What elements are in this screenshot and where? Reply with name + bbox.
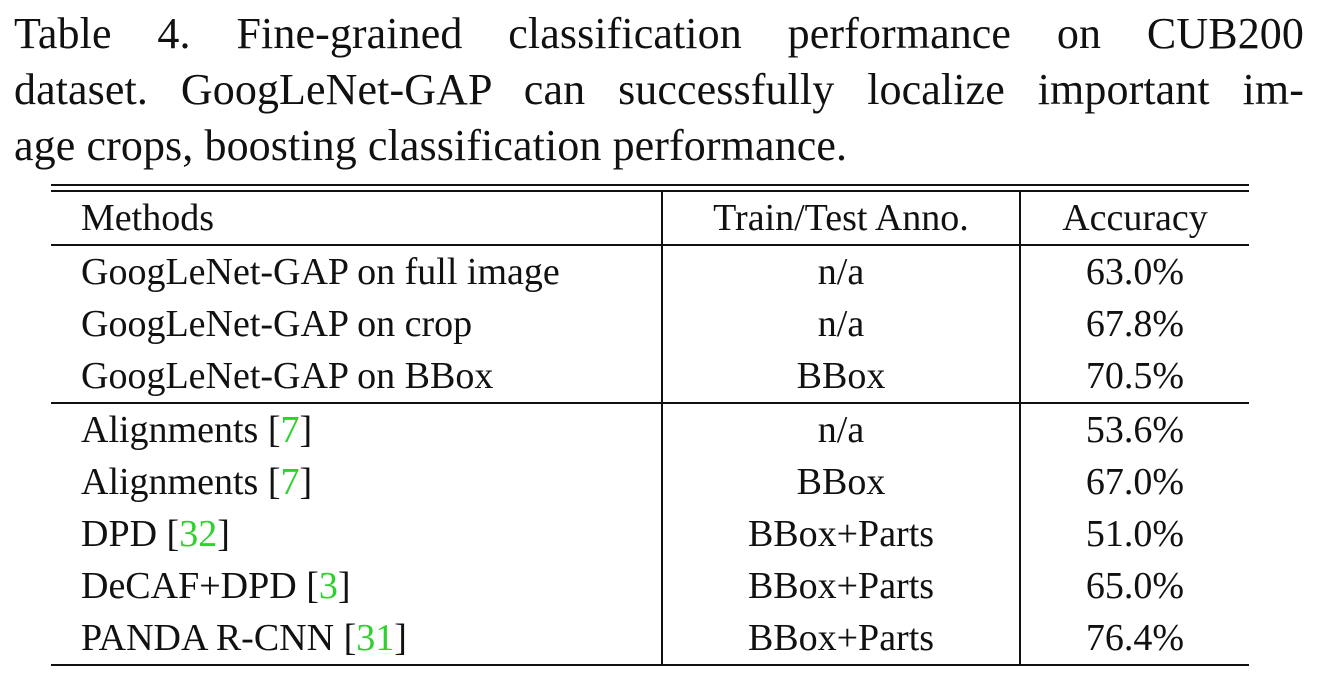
caption-line-1: Table 4. Fine-grained classification per…: [14, 9, 1304, 58]
method-name: GoogLeNet-GAP on full image: [81, 251, 560, 293]
citation-link[interactable]: 31: [356, 617, 395, 659]
citation-link[interactable]: 7: [280, 409, 300, 451]
accuracy-cell: 76.4%: [1085, 617, 1185, 659]
table-row: GoogLeNet-GAP on crop n/a 67.8%: [51, 298, 1249, 350]
method-name: DPD: [81, 513, 158, 555]
anno-cell: BBox+Parts: [662, 560, 1021, 612]
method-cell: PANDA R-CNN [31]: [51, 612, 663, 665]
citation-link[interactable]: 32: [179, 513, 218, 555]
method-name: DeCAF+DPD: [81, 565, 297, 607]
accuracy-cell: 63.0%: [1085, 251, 1185, 293]
method-cell: Alignments [7]: [51, 456, 663, 508]
table-row: DeCAF+DPD [3] BBox+Parts 65.0%: [51, 560, 1249, 612]
method-name: GoogLeNet-GAP on crop: [81, 303, 473, 345]
anno-cell: BBox: [662, 350, 1021, 404]
citation-link[interactable]: 3: [318, 565, 338, 607]
anno-cell: n/a: [662, 245, 1021, 298]
method-name: Alignments: [81, 461, 259, 503]
table-row: DPD [32] BBox+Parts 51.0%: [51, 508, 1249, 560]
accuracy-cell: 51.0%: [1085, 513, 1185, 555]
caption-line-3: age crops, boosting classification perfo…: [14, 121, 848, 170]
caption-line-2: dataset. GoogLeNet-GAP can successfully …: [14, 65, 1304, 114]
accuracy-cell: 53.6%: [1085, 409, 1185, 451]
accuracy-cell: 65.0%: [1085, 565, 1185, 607]
accuracy-cell: 67.0%: [1085, 461, 1185, 503]
header-methods: Methods: [51, 191, 663, 246]
accuracy-cell: 67.8%: [1085, 303, 1185, 345]
anno-cell: n/a: [662, 298, 1021, 350]
header-accuracy: Accuracy: [1020, 191, 1249, 246]
citation-link[interactable]: 7: [280, 461, 300, 503]
table-header-row: Methods Train/Test Anno. Accuracy: [51, 191, 1249, 246]
accuracy-cell: 70.5%: [1020, 350, 1249, 404]
method-name: PANDA R-CNN: [81, 617, 335, 659]
method-cell: DeCAF+DPD [3]: [51, 560, 663, 612]
table-row: Alignments [7] BBox 67.0%: [51, 456, 1249, 508]
method-cell: DPD [32]: [51, 508, 663, 560]
table-row: PANDA R-CNN [31] BBox+Parts 76.4%: [51, 612, 1249, 665]
table-top-double-rule: [51, 185, 1249, 192]
header-anno: Train/Test Anno.: [662, 191, 1021, 246]
method-cell: Alignments [7]: [51, 403, 663, 456]
table-row: GoogLeNet-GAP on full image n/a 63.0%: [51, 245, 1249, 298]
anno-cell: BBox: [662, 456, 1021, 508]
anno-cell: n/a: [662, 403, 1021, 456]
table-row: GoogLeNet-GAP on BBox BBox 70.5%: [51, 350, 1249, 404]
method-cell: GoogLeNet-GAP on crop: [51, 298, 663, 350]
method-name: GoogLeNet-GAP on BBox: [81, 355, 494, 397]
table-row: Alignments [7] n/a 53.6%: [51, 403, 1249, 456]
anno-cell: BBox+Parts: [662, 508, 1021, 560]
method-cell: GoogLeNet-GAP on BBox: [51, 350, 663, 404]
method-cell: GoogLeNet-GAP on full image: [51, 245, 663, 298]
method-name: Alignments: [81, 409, 259, 451]
table-caption: Table 4. Fine-grained classification per…: [14, 6, 1304, 174]
anno-cell: BBox+Parts: [662, 612, 1021, 665]
results-table: Methods Train/Test Anno. Accuracy GoogLe…: [51, 184, 1249, 666]
